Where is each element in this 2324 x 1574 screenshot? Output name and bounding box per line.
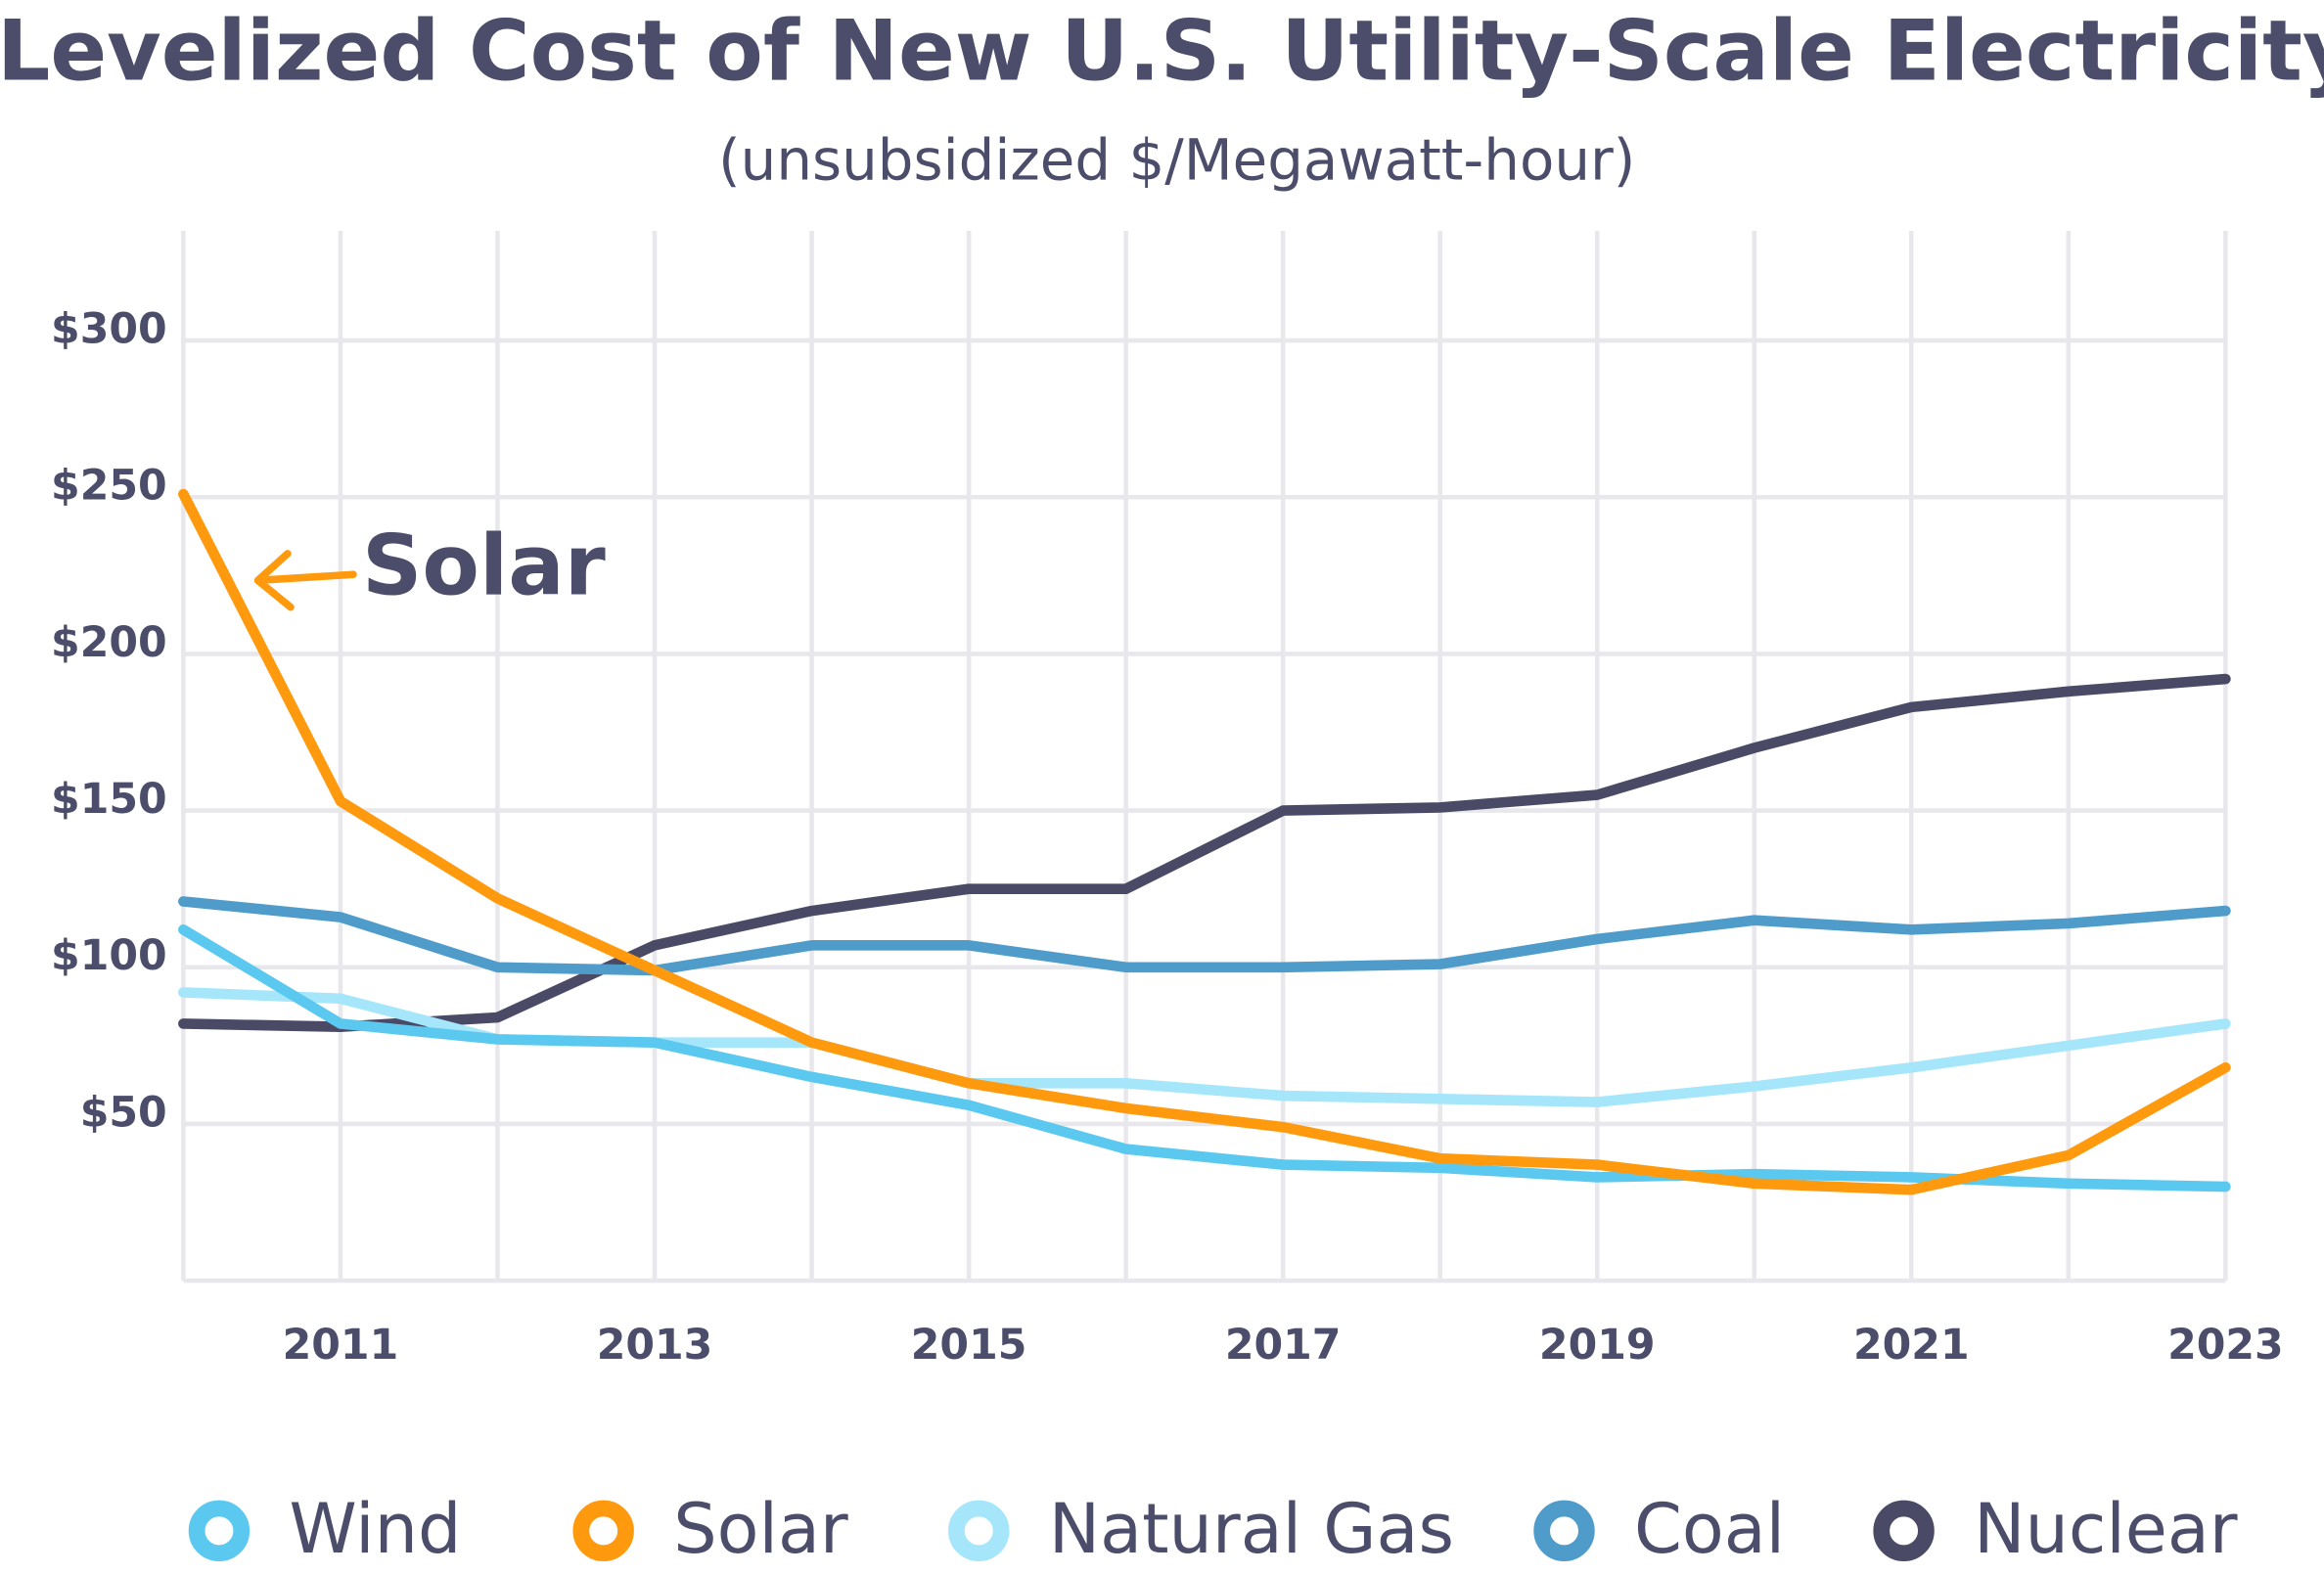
x-tick-label: 2015 — [911, 1321, 1027, 1370]
x-tick-label: 2023 — [2167, 1321, 2284, 1370]
y-tick-label: $100 — [51, 931, 167, 980]
y-tick-label: $150 — [51, 775, 167, 824]
x-tick-label: 2017 — [1225, 1321, 1342, 1370]
chart-subtitle: (unsubsidized $/Megawatt-hour) — [718, 127, 1635, 194]
series-line — [178, 896, 2231, 976]
x-tick-label: 2011 — [283, 1321, 399, 1370]
chart-title: Levelized Cost of New U.S. Utility-Scale… — [0, 3, 2324, 100]
legend-label: Coal — [1634, 1489, 1785, 1569]
x-tick-label: 2019 — [1539, 1321, 1656, 1370]
y-tick-label: $50 — [80, 1088, 167, 1137]
y-tick-label: $300 — [51, 304, 167, 353]
legend-marker — [948, 1500, 1010, 1562]
legend-marker — [188, 1500, 251, 1562]
series-line — [178, 673, 2231, 1032]
series-line — [178, 987, 2231, 1107]
legend-marker — [1873, 1500, 1935, 1562]
series-line — [178, 924, 2231, 1192]
annotation-arrow — [253, 550, 357, 611]
x-tick-label: 2021 — [1853, 1321, 1970, 1370]
legend-marker — [572, 1500, 634, 1562]
legend-marker — [1533, 1500, 1595, 1562]
y-tick-label: $200 — [51, 618, 167, 667]
legend-label: Wind — [289, 1489, 461, 1569]
legend-label: Solar — [673, 1489, 848, 1569]
y-tick-label: $250 — [51, 462, 167, 511]
x-tick-label: 2013 — [597, 1321, 713, 1370]
legend-label: Nuclear — [1974, 1489, 2238, 1569]
legend-label: Natural Gas — [1049, 1489, 1454, 1569]
annotation: Solar — [362, 518, 606, 615]
series-line — [178, 488, 2231, 1195]
